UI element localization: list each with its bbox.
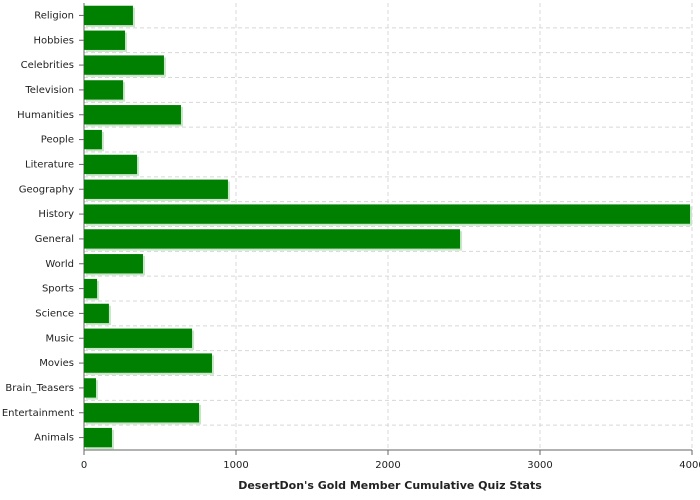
x-tick-label: 4000 bbox=[679, 460, 700, 471]
bar bbox=[84, 154, 138, 175]
x-tick-label: 1000 bbox=[223, 460, 248, 471]
bar bbox=[84, 204, 691, 224]
y-tick-label: Animals bbox=[34, 433, 74, 444]
bar bbox=[84, 105, 181, 125]
x-tick-label: 2000 bbox=[375, 460, 400, 471]
y-tick-label: Brain_Teasers bbox=[5, 383, 74, 394]
bar bbox=[84, 378, 97, 398]
y-tick-label: Movies bbox=[39, 358, 74, 369]
bar bbox=[84, 129, 102, 150]
y-tick-label: World bbox=[45, 259, 74, 270]
y-tick-label: Geography bbox=[19, 184, 74, 195]
y-tick-label: Entertainment bbox=[2, 408, 74, 419]
y-tick-label: History bbox=[38, 209, 74, 220]
bar bbox=[84, 254, 143, 274]
y-tick-label: Religion bbox=[34, 10, 74, 21]
bar bbox=[84, 303, 109, 324]
bar bbox=[84, 427, 112, 448]
y-tick-label: Science bbox=[35, 308, 74, 319]
y-tick-label: Music bbox=[46, 333, 74, 344]
bar bbox=[84, 278, 98, 299]
x-axis-title: DesertDon's Gold Member Cumulative Quiz … bbox=[238, 479, 542, 492]
y-tick-label: Sports bbox=[42, 284, 74, 295]
bar bbox=[84, 30, 126, 50]
y-tick-label: Humanities bbox=[17, 110, 74, 121]
y-tick-label: People bbox=[41, 135, 74, 146]
bar bbox=[84, 55, 164, 75]
bar bbox=[84, 229, 461, 249]
bar bbox=[84, 403, 200, 423]
bar bbox=[84, 80, 124, 100]
y-tick-label: Television bbox=[24, 85, 74, 96]
y-tick-label: Celebrities bbox=[21, 60, 74, 71]
bar bbox=[84, 328, 193, 348]
y-tick-label: Hobbies bbox=[34, 35, 74, 46]
bar bbox=[84, 353, 212, 373]
y-tick-label: Literature bbox=[25, 159, 74, 170]
bar bbox=[84, 5, 133, 26]
bar bbox=[84, 179, 228, 199]
x-tick-label: 3000 bbox=[527, 460, 552, 471]
x-tick-label: 0 bbox=[81, 460, 87, 471]
y-tick-label: General bbox=[35, 234, 74, 245]
